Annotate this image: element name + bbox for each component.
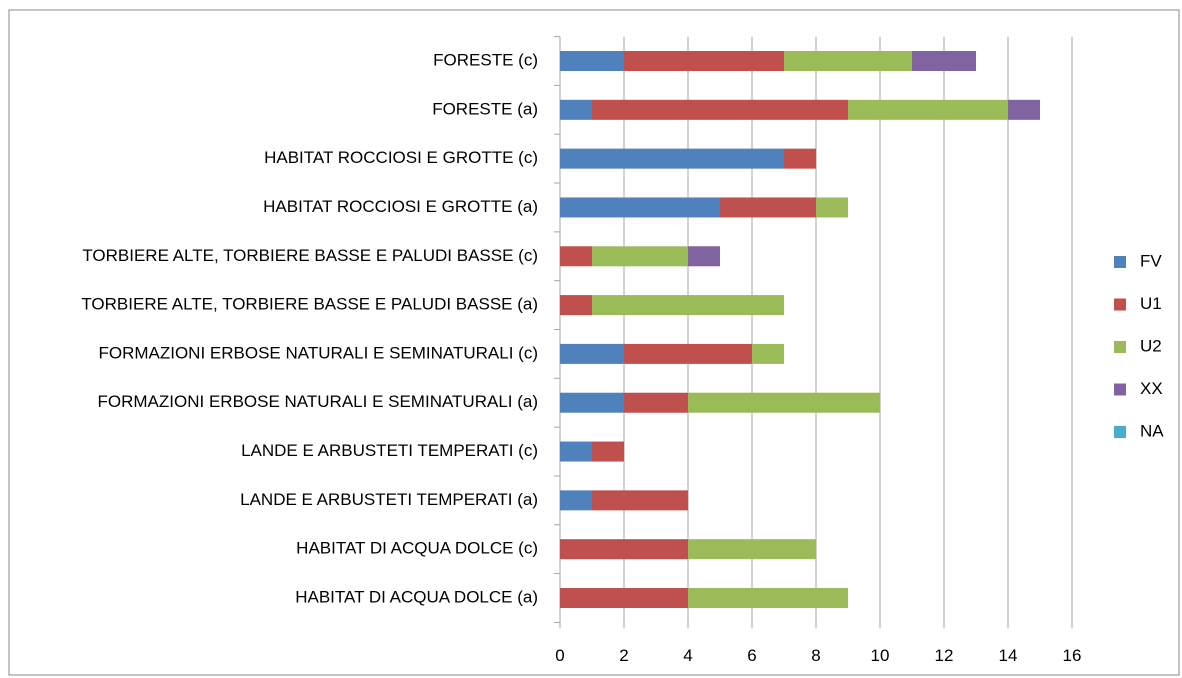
bar-segment <box>784 51 912 72</box>
y-tick-label: HABITAT ROCCIOSI E GROTTE (c) <box>264 148 538 167</box>
bar-segment <box>592 246 688 267</box>
legend-swatch <box>1114 256 1126 268</box>
bar-segment <box>592 441 624 462</box>
y-tick-label: LANDE E ARBUSTETI TEMPERATI (c) <box>241 441 538 460</box>
bar-segment <box>912 51 976 72</box>
bar-segment <box>624 51 784 72</box>
bar-segment <box>560 51 624 72</box>
y-tick-label: TORBIERE ALTE, TORBIERE BASSE E PALUDI B… <box>82 246 538 265</box>
legend-label: U1 <box>1140 294 1162 313</box>
bar-segment <box>688 539 816 560</box>
x-tick-label: 6 <box>747 646 756 665</box>
bar-segment <box>784 148 816 169</box>
bar-segment <box>688 392 880 413</box>
bar-segment <box>560 441 592 462</box>
bar-segment <box>848 99 1008 120</box>
bar-segment <box>560 539 688 560</box>
y-tick-label: HABITAT DI ACQUA DOLCE (a) <box>295 587 538 606</box>
y-tick-label: HABITAT ROCCIOSI E GROTTE (a) <box>263 197 538 216</box>
y-tick-label: HABITAT DI ACQUA DOLCE (c) <box>296 539 538 558</box>
bar-segment <box>816 197 848 218</box>
x-tick-label: 2 <box>619 646 628 665</box>
y-tick-label: FORESTE (a) <box>432 99 538 118</box>
x-tick-label: 4 <box>683 646 692 665</box>
bar-segment <box>560 343 624 364</box>
bar-segment <box>688 246 720 267</box>
bar-segment <box>720 197 816 218</box>
legend-label: XX <box>1140 379 1163 398</box>
legend-label: U2 <box>1140 336 1162 355</box>
legend-label: FV <box>1140 251 1162 270</box>
legend-label: NA <box>1140 421 1164 440</box>
bar-segment <box>560 99 592 120</box>
bar-segment <box>592 295 784 316</box>
bar-segment <box>624 392 688 413</box>
chart-frame <box>8 9 1180 676</box>
bar-segment <box>560 490 592 511</box>
x-tick-label: 16 <box>1063 646 1082 665</box>
x-tick-label: 12 <box>935 646 954 665</box>
x-tick-label: 10 <box>871 646 890 665</box>
legend-swatch <box>1114 383 1126 396</box>
legend-swatch <box>1114 298 1126 311</box>
bar-segment <box>624 343 752 364</box>
y-tick-label: FORMAZIONI ERBOSE NATURALI E SEMINATURAL… <box>98 392 538 411</box>
y-tick-label: LANDE E ARBUSTETI TEMPERATI (a) <box>240 490 538 509</box>
bar-segment <box>592 490 688 511</box>
bar-segment <box>560 295 592 316</box>
y-tick-label: TORBIERE ALTE, TORBIERE BASSE E PALUDI B… <box>81 295 538 314</box>
bar-segment <box>1008 99 1040 120</box>
bar-segment <box>560 197 720 218</box>
bar-segment <box>560 587 688 608</box>
y-tick-label: FORMAZIONI ERBOSE NATURALI E SEMINATURAL… <box>98 343 538 362</box>
x-tick-label: 14 <box>999 646 1018 665</box>
bar-segment <box>688 587 848 608</box>
bar-segment <box>560 392 624 413</box>
bar-segment <box>752 343 784 364</box>
x-tick-label: 8 <box>811 646 820 665</box>
legend-swatch <box>1114 341 1126 353</box>
x-tick-label: 0 <box>555 646 564 665</box>
legend-swatch <box>1114 426 1126 438</box>
bar-segment <box>592 99 848 120</box>
bar-segment <box>560 246 592 267</box>
y-tick-label: FORESTE (c) <box>433 50 538 69</box>
bar-segment <box>560 148 784 169</box>
